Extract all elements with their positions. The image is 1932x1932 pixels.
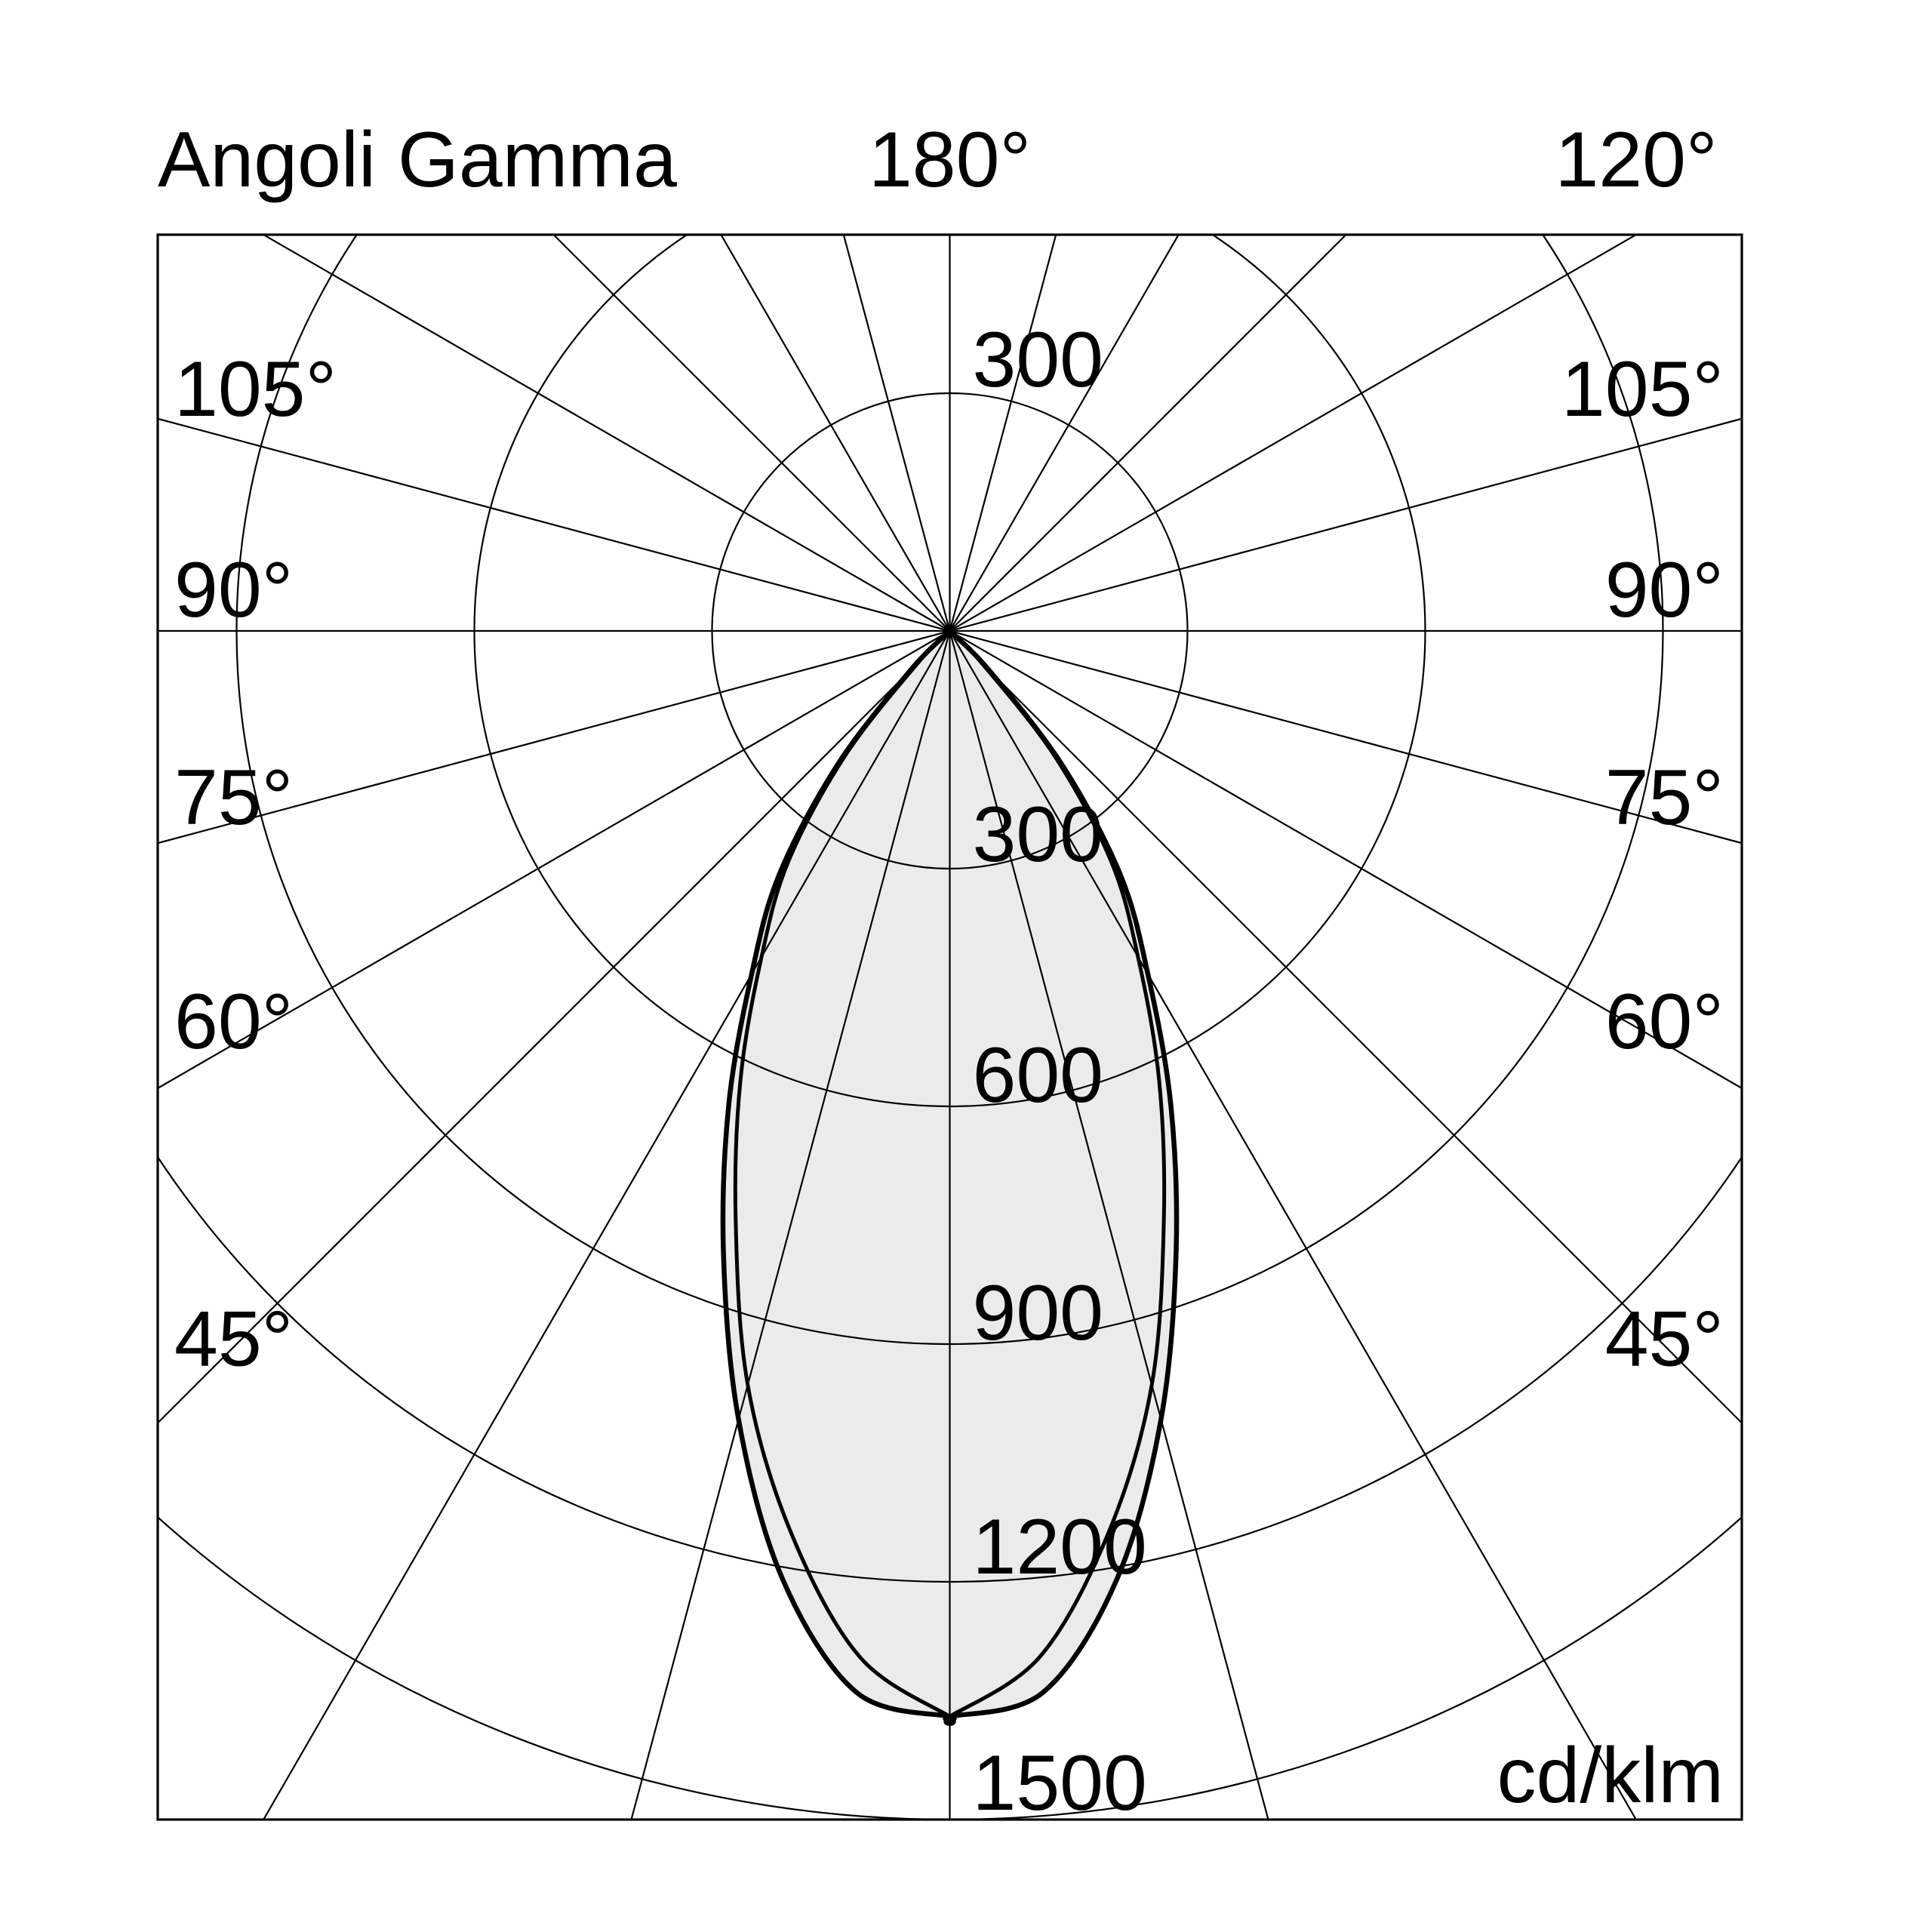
gamma-ray-45 [949,630,1742,1425]
unit-label: cd/klm [1497,1732,1724,1820]
radial-circle-900 [235,235,1664,1345]
intensity-lobe-outlines [720,628,1180,1726]
gamma-label-right-105: 105° [1561,346,1724,433]
radial-circle-600 [473,235,1426,1107]
gamma-ray-75 [949,629,1742,844]
gamma-ray-255 [158,417,950,632]
gamma-label-left-105: 105° [174,346,337,433]
gamma-label-left-75: 75° [174,754,293,841]
gamma-ray-60 [949,630,1742,1090]
gamma-ray-300 [158,630,951,1090]
gamma-ray-285 [158,629,950,844]
radial-label-below-900: 900 [973,1269,1104,1357]
gamma-label-left-45: 45° [174,1296,293,1383]
gamma-ray-345 [630,630,951,1820]
gamma-ray-150 [949,235,1180,632]
gamma-ray-330 [262,630,951,1820]
lobe-outline-curve_inner [733,629,1167,1726]
gamma-side-labels: 105° 105° 90° 90° 75° 75° 60° 60° 45° 45° [174,346,1724,1383]
gamma-ray-30 [949,630,1638,1820]
chart-title: Angoli Gamma [158,116,677,204]
gamma-label-right-90: 90° [1605,546,1724,634]
gamma-ray-15 [949,630,1269,1820]
radial-circle-1200 [158,1155,1742,1583]
radial-label-below-1200: 1200 [973,1503,1147,1591]
radial-label-below-300: 300 [973,791,1104,878]
radial-label-below-600: 600 [973,1032,1104,1119]
radial-label-above-300: 300 [973,316,1104,404]
plot-border [156,233,1743,1821]
gamma-ray-120 [949,235,1638,632]
gamma-label-right-60: 60° [1605,978,1724,1066]
gamma-ray-210 [720,235,951,632]
gamma-label-120: 120° [1555,116,1717,204]
gamma-label-right-75: 75° [1605,754,1724,841]
gamma-label-left-90: 90° [174,546,293,634]
gamma-ray-105 [949,417,1742,632]
lobe-outline-curve_outer [720,628,1180,1722]
gamma-label-left-60: 60° [174,978,293,1066]
radial-circle-300 [711,392,1189,870]
gamma-ray-315 [158,630,951,1425]
gamma-ray-135 [949,235,1348,632]
gamma-label-right-45: 45° [1605,1296,1724,1383]
radial-value-labels: 300 600 900 1200 1500 300 [973,316,1147,1827]
gamma-ray-165 [949,235,1057,632]
radial-label-below-1500: 1500 [973,1740,1147,1827]
chart-labels: Angoli Gamma 180° 120° cd/klm 105° 105° 90… [158,116,1724,1827]
gamma-ray-240 [261,235,951,632]
gamma-ray-195 [842,235,951,632]
gamma-label-180: 180° [869,116,1031,204]
gamma-ray-225 [552,235,951,632]
